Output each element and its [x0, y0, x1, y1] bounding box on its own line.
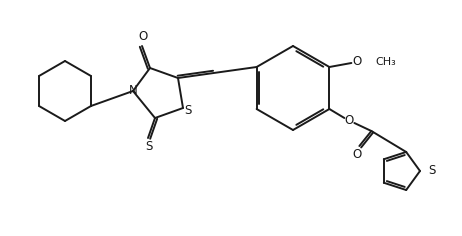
Text: S: S	[184, 105, 192, 118]
Text: O: O	[139, 30, 148, 43]
Text: S: S	[146, 139, 152, 152]
Text: CH₃: CH₃	[375, 57, 396, 67]
Text: S: S	[428, 164, 435, 177]
Text: O: O	[353, 148, 362, 160]
Text: N: N	[128, 84, 137, 97]
Text: O: O	[353, 55, 362, 68]
Text: O: O	[345, 114, 354, 127]
